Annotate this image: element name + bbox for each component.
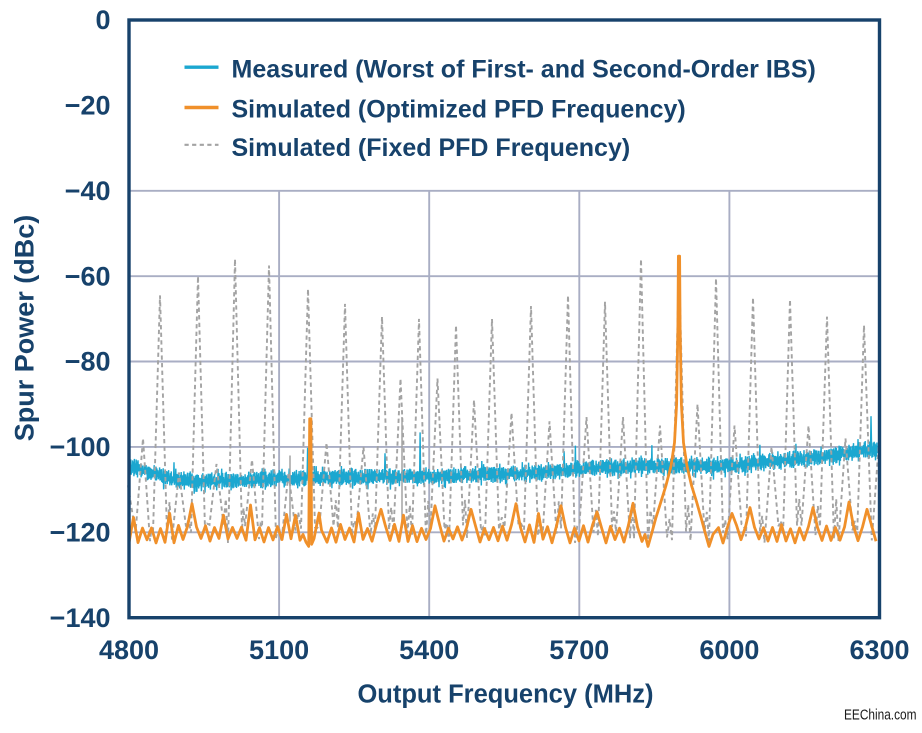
svg-text:EEChina.com: EEChina.com: [844, 707, 917, 724]
svg-text:Simulated (Optimized PFD Frequ: Simulated (Optimized PFD Frequency): [232, 96, 686, 124]
svg-text:Output Frequency (MHz): Output Frequency (MHz): [357, 680, 653, 708]
svg-text:Measured (Worst of First- and: Measured (Worst of First- and Second-Ord…: [232, 55, 816, 83]
svg-text:6000: 6000: [699, 635, 759, 665]
svg-text:−140: −140: [50, 603, 111, 633]
svg-text:Simulated (Fixed PFD Frequency: Simulated (Fixed PFD Frequency): [232, 134, 631, 162]
svg-text:−120: −120: [50, 518, 111, 548]
svg-text:5100: 5100: [249, 635, 309, 665]
svg-text:Spur Power (dBc): Spur Power (dBc): [10, 215, 40, 442]
svg-text:−80: −80: [65, 347, 111, 377]
svg-text:−40: −40: [65, 176, 111, 206]
svg-text:−100: −100: [50, 432, 111, 462]
svg-text:5400: 5400: [399, 635, 459, 665]
svg-text:−20: −20: [65, 91, 111, 121]
svg-text:−60: −60: [65, 261, 111, 291]
svg-text:4800: 4800: [99, 635, 159, 665]
svg-text:5700: 5700: [549, 635, 609, 665]
svg-text:6300: 6300: [849, 635, 909, 665]
svg-text:0: 0: [95, 5, 110, 35]
